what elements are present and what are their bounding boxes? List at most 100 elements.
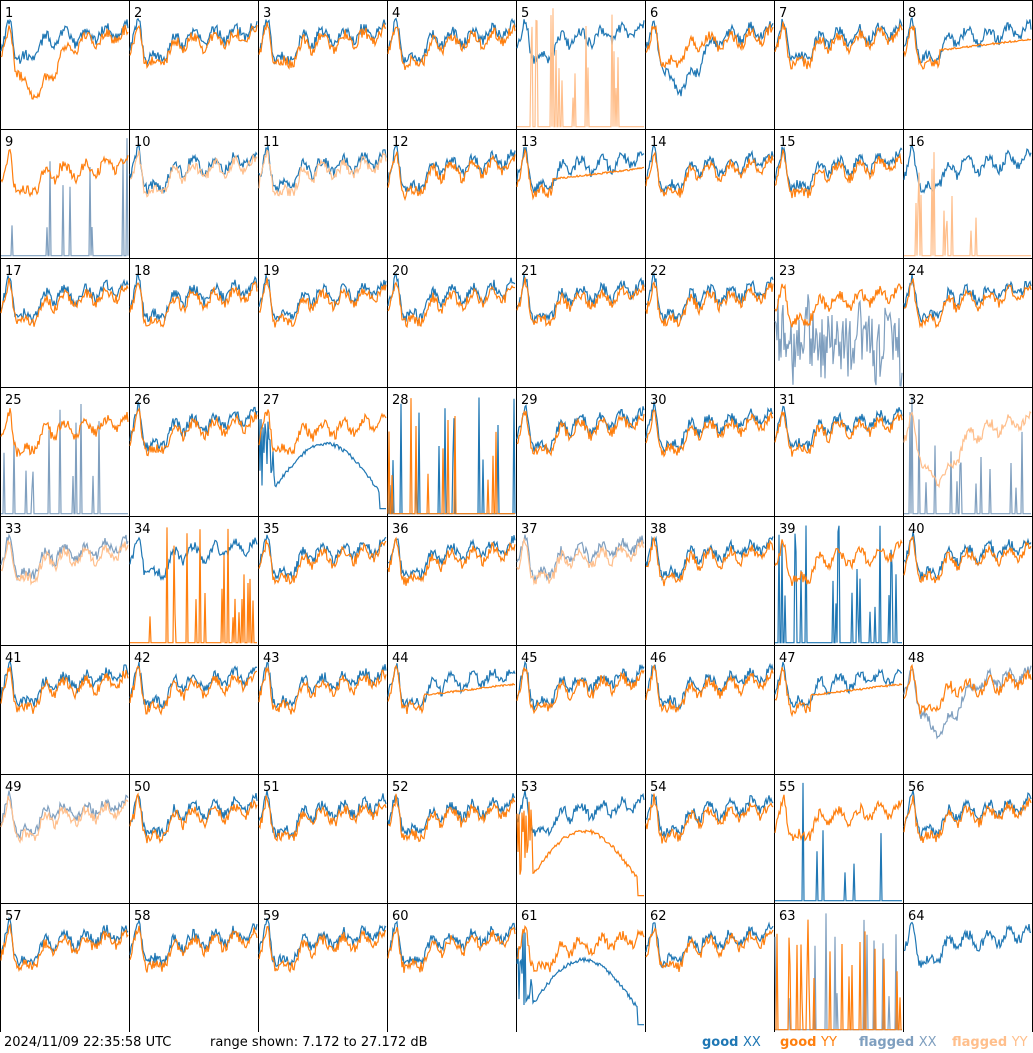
panel-54: 54 xyxy=(645,774,775,904)
panel-label: 19 xyxy=(263,264,280,279)
series-yy-good xyxy=(903,278,1032,329)
panel-38: 38 xyxy=(645,516,775,646)
panel-label: 25 xyxy=(5,393,22,408)
panel-label: 1 xyxy=(5,6,13,21)
series-xx-good xyxy=(516,19,645,64)
series-xx-good xyxy=(645,662,774,711)
panel-label: 29 xyxy=(521,393,538,408)
panel-31: 31 xyxy=(774,387,904,517)
series-yy-good xyxy=(129,280,258,328)
series-yy-good xyxy=(645,151,774,198)
series-xx-good xyxy=(258,419,386,510)
series-yy-flagged xyxy=(517,8,644,128)
panel-36: 36 xyxy=(387,516,517,646)
panel-label: 44 xyxy=(392,651,409,666)
series-yy-good xyxy=(774,411,903,457)
panel-label: 3 xyxy=(263,6,271,21)
series-yy-good xyxy=(387,151,516,202)
panel-label: 4 xyxy=(392,6,400,21)
panel-label: 14 xyxy=(650,135,667,150)
panel-60: 60 xyxy=(387,903,517,1032)
panel-12: 12 xyxy=(387,129,517,259)
panel-2: 2 xyxy=(129,0,259,130)
series-xx-good xyxy=(903,144,1032,194)
panel-label: 36 xyxy=(392,522,409,537)
panel-9: 9 xyxy=(0,129,130,259)
series-yy-good xyxy=(774,282,903,328)
series-yy-good xyxy=(903,663,1032,715)
series-yy-good xyxy=(387,281,516,329)
panel-label: 11 xyxy=(263,135,280,150)
series-yy-good xyxy=(258,277,387,328)
panel-37: 37 xyxy=(516,516,646,646)
series-xx-good xyxy=(903,921,1032,968)
panel-46: 46 xyxy=(645,645,775,775)
panel-29: 29 xyxy=(516,387,646,517)
series-yy-good xyxy=(775,919,902,1031)
panel-label: 60 xyxy=(392,909,409,924)
series-xx-good xyxy=(0,917,129,968)
series-yy-good xyxy=(774,794,903,842)
panel-50: 50 xyxy=(129,774,259,904)
series-yy-good xyxy=(0,408,129,457)
series-xx-good xyxy=(258,534,387,581)
series-xx-good xyxy=(129,918,258,967)
panel-34: 34 xyxy=(129,516,259,646)
panel-33: 33 xyxy=(0,516,130,646)
panel-label: 41 xyxy=(5,651,22,666)
panel-label: 7 xyxy=(779,6,787,21)
panel-label: 38 xyxy=(650,522,667,537)
series-xx-flagged xyxy=(516,534,645,582)
panel-label: 6 xyxy=(650,6,658,21)
series-yy-good xyxy=(130,527,257,644)
panel-20: 20 xyxy=(387,258,517,388)
series-xx-good xyxy=(774,146,903,193)
panel-label: 21 xyxy=(521,264,538,279)
panel-border xyxy=(774,0,904,130)
series-yy-good xyxy=(645,664,774,714)
series-yy-good xyxy=(516,925,645,973)
series-xx-good xyxy=(129,400,258,452)
series-yy-good xyxy=(129,792,258,844)
legend-flagged-yy: flagged YY xyxy=(952,1035,1028,1050)
series-yy-good xyxy=(0,923,129,973)
series-xx-good xyxy=(129,536,258,582)
series-xx-good xyxy=(903,16,1032,65)
panel-14: 14 xyxy=(645,129,775,259)
series-yy-good xyxy=(516,409,645,457)
series-yy-flagged xyxy=(258,148,387,197)
series-yy-good xyxy=(774,149,903,199)
series-yy-good xyxy=(774,667,903,718)
panel-4: 4 xyxy=(387,0,517,130)
panel-label: 35 xyxy=(263,522,280,537)
series-xx-good xyxy=(387,17,516,65)
series-xx-flagged xyxy=(0,533,129,581)
panel-59: 59 xyxy=(258,903,388,1032)
panel-45: 45 xyxy=(516,645,646,775)
series-yy-good xyxy=(903,25,1032,70)
panel-label: 32 xyxy=(908,393,925,408)
series-yy-good xyxy=(129,665,258,716)
series-xx-good xyxy=(387,145,516,194)
panel-label: 26 xyxy=(134,393,151,408)
panel-label: 34 xyxy=(134,522,151,537)
series-yy-good xyxy=(129,407,258,457)
panel-21: 21 xyxy=(516,258,646,388)
series-xx-good xyxy=(774,405,903,451)
panel-label: 56 xyxy=(908,780,925,795)
panel-39: 39 xyxy=(774,516,904,646)
panel-label: 18 xyxy=(134,264,151,279)
series-yy-good xyxy=(645,280,774,328)
panel-label: 23 xyxy=(779,264,796,279)
panel-label: 63 xyxy=(779,909,796,924)
panel-label: 9 xyxy=(5,135,13,150)
panel-64: 64 xyxy=(903,903,1033,1032)
series-xx-good xyxy=(645,535,774,581)
panel-label: 15 xyxy=(779,135,796,150)
panel-label: 50 xyxy=(134,780,151,795)
panel-label: 24 xyxy=(908,264,925,279)
series-xx-good xyxy=(516,789,645,837)
series-xx-good xyxy=(516,403,645,452)
panel-52: 52 xyxy=(387,774,517,904)
